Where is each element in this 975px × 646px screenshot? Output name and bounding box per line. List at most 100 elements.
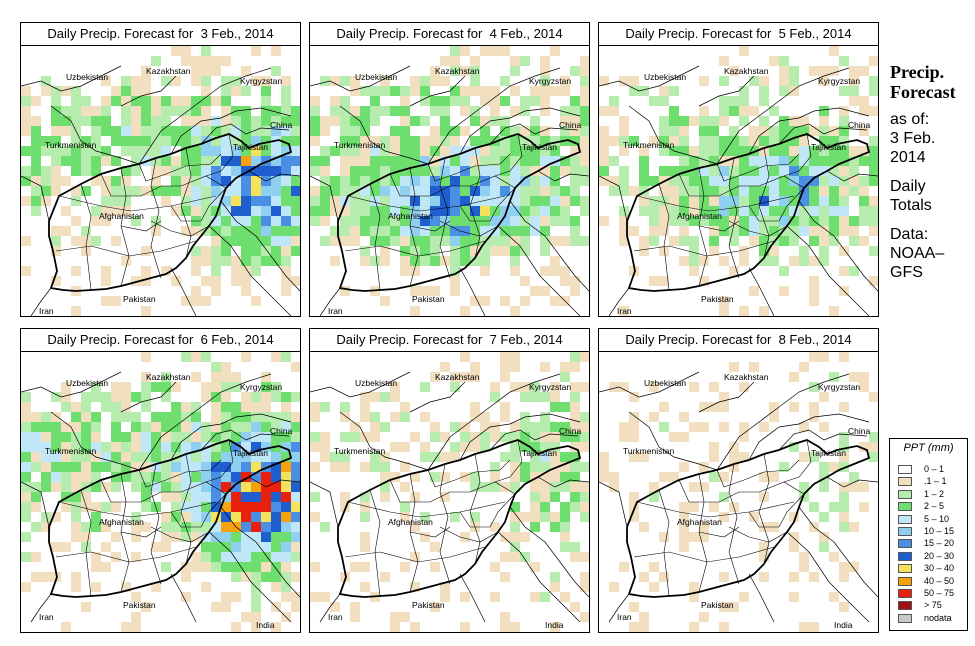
precip-cell	[271, 382, 281, 392]
precip-cell	[261, 512, 271, 522]
precip-cell	[181, 126, 191, 136]
border-line	[339, 411, 429, 471]
precip-cell	[221, 86, 231, 96]
precip-cell	[51, 186, 61, 196]
province-line	[758, 453, 770, 565]
precip-cell	[490, 116, 500, 126]
precip-cell	[729, 226, 739, 236]
precip-cell	[71, 136, 81, 146]
precip-cell	[271, 432, 281, 442]
panel-title: Daily Precip. Forecast for 8 Feb., 2014	[599, 329, 878, 352]
precip-cell	[500, 96, 510, 106]
precip-cell	[450, 236, 460, 246]
precip-cell	[530, 492, 540, 502]
country-label: India	[545, 314, 564, 316]
precip-cell	[231, 452, 241, 462]
precip-cell	[649, 136, 659, 146]
precip-cell	[281, 146, 291, 156]
precip-cell	[420, 86, 430, 96]
precip-cell	[71, 402, 81, 412]
precip-cell	[261, 226, 271, 236]
precip-cell	[629, 76, 639, 86]
precip-cell	[51, 106, 61, 116]
precip-cell	[440, 106, 450, 116]
precip-cell	[111, 136, 121, 146]
precip-cell	[530, 502, 540, 512]
precip-cell	[540, 472, 550, 482]
precip-cell	[440, 126, 450, 136]
precip-cell	[51, 276, 61, 286]
precip-cell	[739, 246, 749, 256]
precip-cell	[71, 106, 81, 116]
precip-cell	[340, 76, 350, 86]
precip-cell	[191, 552, 201, 562]
precip-cell	[261, 532, 271, 542]
precip-cell	[809, 176, 819, 186]
precip-cell	[789, 542, 799, 552]
precip-cell	[749, 186, 759, 196]
province-line	[58, 195, 217, 212]
precip-cell	[460, 96, 470, 106]
precip-cell	[749, 156, 759, 166]
precip-cell	[291, 472, 300, 482]
legend-label: 50 – 75	[924, 588, 955, 598]
precip-cell	[41, 522, 51, 532]
precip-cell	[141, 522, 151, 532]
precip-cell	[530, 382, 540, 392]
precip-cell	[849, 372, 859, 382]
precip-cell	[320, 116, 330, 126]
precip-cell	[61, 542, 71, 552]
precip-cell	[241, 136, 251, 146]
precip-cell	[639, 186, 649, 196]
precip-cell	[131, 512, 141, 522]
precip-cell	[291, 196, 300, 206]
province-line	[80, 489, 92, 597]
precip-cell	[61, 86, 71, 96]
precip-cell	[291, 432, 300, 442]
precip-cell	[181, 46, 191, 56]
precip-cell	[211, 56, 221, 66]
precip-cell	[839, 126, 849, 136]
precip-cell	[709, 136, 719, 146]
precip-cell	[839, 166, 849, 176]
precip-cell	[839, 562, 849, 572]
precip-cell	[510, 106, 520, 116]
precip-cell	[520, 186, 530, 196]
precip-cell	[530, 86, 540, 96]
province-line	[427, 459, 511, 488]
precip-cell	[570, 126, 580, 136]
precip-cell	[231, 372, 241, 382]
precip-cell	[71, 266, 81, 276]
precip-cell	[191, 56, 201, 66]
precip-cell	[390, 176, 400, 186]
precip-cell	[181, 106, 191, 116]
precip-cell	[281, 236, 291, 246]
precip-cell	[869, 146, 878, 156]
precip-cell	[261, 146, 271, 156]
precip-cell	[251, 412, 261, 422]
precip-cell	[291, 176, 300, 186]
precip-cell	[769, 166, 779, 176]
precip-cell	[281, 452, 291, 462]
panel-title: Daily Precip. Forecast for 5 Feb., 2014	[599, 23, 878, 46]
precip-cell	[71, 502, 81, 512]
precip-cell	[689, 166, 699, 176]
precip-cell	[689, 186, 699, 196]
precip-cell	[151, 116, 161, 126]
precip-cell	[769, 56, 779, 66]
precip-cell	[121, 76, 131, 86]
precip-cell	[380, 296, 390, 306]
precip-cell	[440, 56, 450, 66]
country-label: Kyrgyzstan	[240, 382, 282, 392]
side-info: Precip. Forecast as of: 3 Feb. 2014 Dail…	[890, 62, 972, 282]
precip-cell	[769, 472, 779, 482]
precip-cell	[639, 156, 649, 166]
precip-cell	[211, 442, 221, 452]
precip-cell	[819, 66, 829, 76]
precip-cell	[141, 136, 151, 146]
precip-cell	[271, 166, 281, 176]
country-label: Turkmenistan	[334, 140, 385, 150]
precip-cell	[340, 502, 350, 512]
precip-cell	[231, 532, 241, 542]
precip-cell	[380, 572, 390, 582]
